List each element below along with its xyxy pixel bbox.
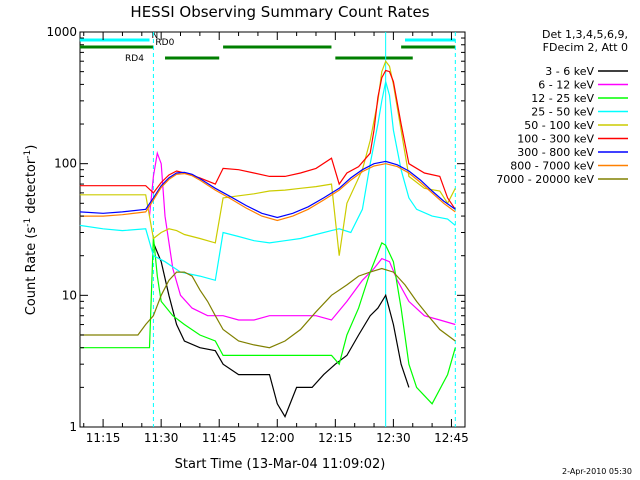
x-tick-label: 11:15 bbox=[86, 431, 121, 445]
series-line-8 bbox=[79, 267, 456, 349]
y-label-end: ) bbox=[24, 145, 39, 150]
legend-header-line1: Det 1,3,4,5,6,9, bbox=[542, 28, 628, 41]
series-line-6 bbox=[79, 160, 456, 219]
y-label-mid: detector bbox=[24, 158, 39, 218]
flag-label-rd4: RD4 bbox=[125, 54, 144, 64]
event-markers bbox=[152, 32, 456, 427]
series-line-7 bbox=[79, 163, 456, 222]
axis-ticks: 11:15 11:30 11:45 12:00 12:15 12:30 12:45 1 10 10… bbox=[46, 25, 468, 445]
legend-label-7: 800 - 7000 keV bbox=[510, 160, 594, 173]
footer-date: 2-Apr-2010 05:30 bbox=[562, 467, 632, 476]
x-tick-label: 12:00 bbox=[260, 431, 295, 445]
x-tick-label: 11:30 bbox=[144, 431, 179, 445]
series-line-5 bbox=[79, 69, 456, 210]
series-layer bbox=[79, 59, 456, 418]
series-line-0 bbox=[152, 242, 410, 418]
legend-label-5: 100 - 300 keV bbox=[517, 133, 594, 146]
y-label-sup2: -1 bbox=[23, 150, 33, 159]
flag-label-rd0: RD0 bbox=[155, 38, 174, 48]
plot-frame bbox=[79, 31, 466, 428]
y-tick-label: 100 bbox=[54, 157, 77, 171]
series-line-2 bbox=[79, 236, 456, 405]
x-tick-label: 11:45 bbox=[202, 431, 237, 445]
legend-label-2: 12 - 25 keV bbox=[531, 92, 594, 105]
legend-label-3: 25 - 50 keV bbox=[531, 106, 594, 119]
y-tick-label: 1 bbox=[69, 420, 77, 434]
y-label-main: Count Rate (s bbox=[24, 227, 39, 316]
legend-label-8: 7000 - 20000 keV bbox=[496, 173, 594, 186]
y-tick-label: 10 bbox=[62, 288, 77, 302]
y-tick-label: 1000 bbox=[46, 25, 77, 39]
chart-title: HESSI Observing Summary Count Rates bbox=[130, 3, 429, 21]
x-axis-label: Start Time (13-Mar-04 11:09:02) bbox=[175, 457, 386, 472]
y-label-sup1: -1 bbox=[23, 218, 33, 227]
series-line-1 bbox=[148, 150, 456, 326]
legend-header-line2: FDecim 2, Att 0 bbox=[543, 41, 628, 54]
series-line-4 bbox=[79, 59, 456, 256]
x-tick-label: 12:15 bbox=[318, 431, 353, 445]
legend-label-6: 300 - 800 keV bbox=[517, 146, 594, 159]
flag-label-n: N bbox=[152, 31, 159, 41]
x-tick-label: 12:45 bbox=[434, 431, 469, 445]
x-tick-label: 12:30 bbox=[376, 431, 411, 445]
legend-label-1: 6 - 12 keV bbox=[538, 79, 594, 92]
series-line-3 bbox=[79, 81, 456, 282]
legend: Det 1,3,4,5,6,9, FDecim 2, Att 0 3 - 6 k… bbox=[496, 28, 628, 186]
legend-label-4: 50 - 100 keV bbox=[524, 119, 594, 132]
y-axis-label: Count Rate (s-1 detector-1) bbox=[23, 145, 39, 316]
legend-label-0: 3 - 6 keV bbox=[545, 65, 594, 78]
